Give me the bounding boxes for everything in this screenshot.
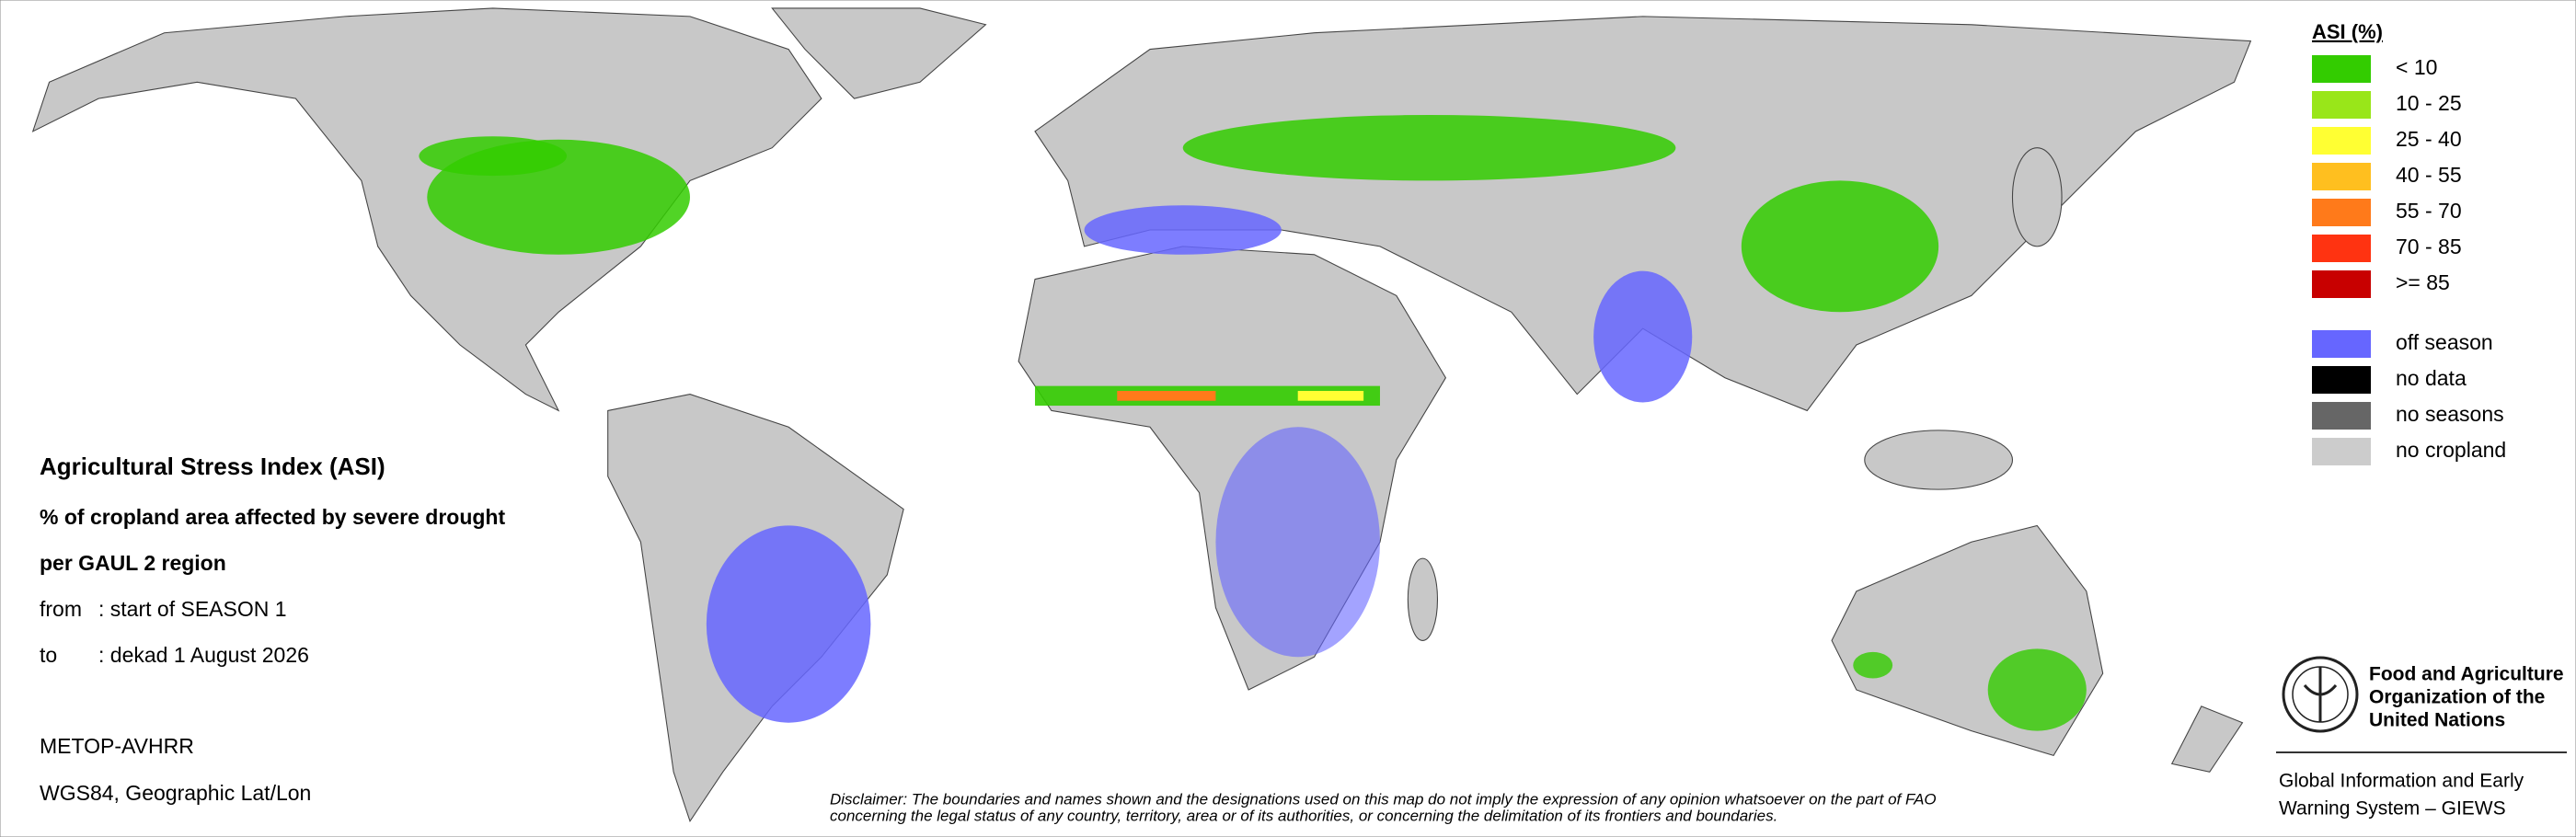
crop-europe	[1182, 114, 1676, 181]
legend-label: no seasons	[2396, 402, 2504, 426]
sensor: METOP-AVHRR	[40, 734, 194, 758]
legend-label: 10 - 25	[2396, 91, 2462, 115]
legend-label: no data	[2396, 366, 2467, 390]
subtitle: % of cropland area affected by severe dr…	[40, 505, 505, 529]
legend-swatch	[2312, 127, 2371, 155]
legend-label: no cropland	[2396, 438, 2506, 462]
new-zealand	[2170, 705, 2244, 773]
to-value: : dekad 1 August 2026	[98, 643, 309, 667]
disclaimer: concerning the legal status of any count…	[830, 807, 1777, 824]
logo-wheat	[2303, 667, 2338, 722]
legend-swatch	[2312, 235, 2371, 262]
indonesia	[1864, 430, 2014, 490]
giews: Global Information and Early	[2279, 771, 2524, 792]
logo-circle	[2282, 656, 2359, 733]
legend-swatch	[2312, 55, 2371, 83]
legend-swatch	[2312, 438, 2371, 465]
fao-name: Organization of the	[2369, 687, 2545, 708]
legend-swatch	[2312, 270, 2371, 298]
legend-label: >= 85	[2396, 270, 2450, 294]
legend-swatch	[2312, 402, 2371, 430]
legend-label: 55 - 70	[2396, 199, 2462, 223]
legend-swatch	[2312, 91, 2371, 119]
disclaimer: Disclaimer: The boundaries and names sho…	[830, 790, 1937, 808]
legend-label: < 10	[2396, 55, 2437, 79]
fao-name: United Nations	[2369, 710, 2505, 731]
to-label: to	[40, 643, 57, 667]
offseason-india	[1593, 270, 1693, 403]
giews: Warning System – GIEWS	[2279, 798, 2506, 820]
crop-australia	[1987, 648, 2087, 731]
legend-swatch	[2312, 163, 2371, 190]
from-label: from	[40, 597, 82, 621]
fao-logo	[2282, 656, 2359, 733]
world-map	[31, 7, 2252, 823]
stress-sahel	[1117, 390, 1216, 401]
legend: ASI (%) < 10 10 - 25 25 - 40 40 - 55 55 - 70…	[2312, 20, 2506, 465]
legend-label: 70 - 85	[2396, 235, 2462, 258]
legend-swatch	[2312, 330, 2371, 358]
fao-name: Food and Agriculture	[2369, 664, 2564, 685]
crop-w-australia	[1853, 651, 1893, 679]
north-america	[31, 7, 822, 412]
legend-label: off season	[2396, 330, 2493, 354]
info-block: Agricultural Stress Index (ASI) % of cro…	[40, 453, 505, 805]
offseason-africa	[1215, 427, 1380, 658]
legend-swatch	[2312, 199, 2371, 226]
crop-china	[1741, 180, 1939, 313]
offseason-s-america	[706, 525, 871, 723]
offseason-med	[1084, 205, 1282, 255]
projection: WGS84, Geographic Lat/Lon	[40, 781, 311, 805]
legend-title: ASI (%)	[2312, 20, 2383, 43]
subtitle: per GAUL 2 region	[40, 551, 226, 575]
stress-sahel-east	[1297, 390, 1364, 401]
greenland	[771, 7, 987, 99]
legend-swatch	[2312, 366, 2371, 394]
madagascar	[1407, 557, 1439, 641]
title: Agricultural Stress Index (ASI)	[40, 453, 385, 480]
japan	[2011, 147, 2063, 247]
crop-canada	[419, 136, 568, 177]
legend-label: 25 - 40	[2396, 127, 2462, 151]
from-value: : start of SEASON 1	[98, 597, 287, 621]
legend-label: 40 - 55	[2396, 163, 2462, 187]
